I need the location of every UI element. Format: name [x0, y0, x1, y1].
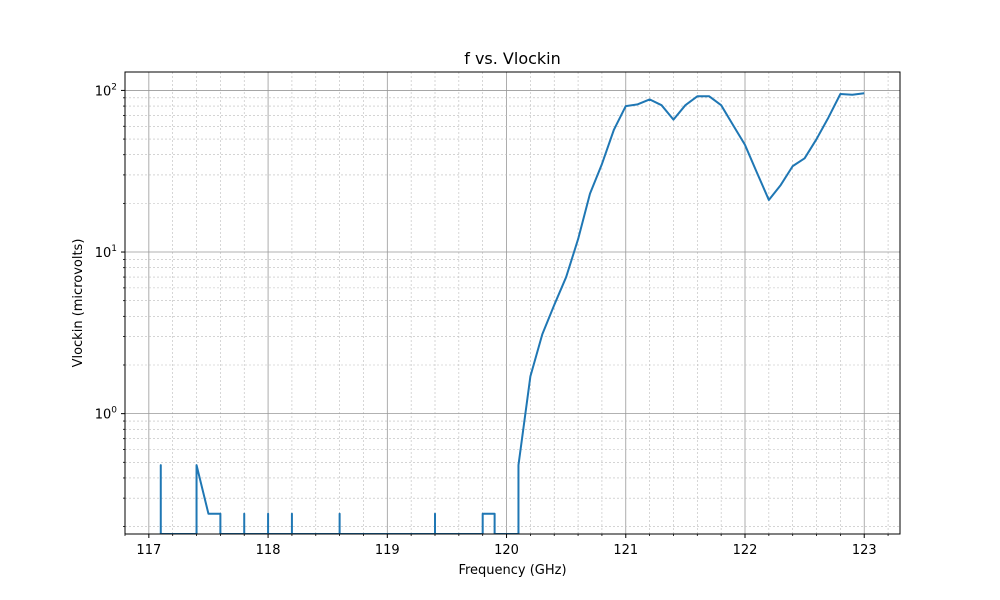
x-tick-label: 118 [256, 543, 281, 558]
x-axis-label: Frequency (GHz) [458, 563, 566, 578]
y-axis-label: Vlockin (microvolts) [71, 239, 86, 368]
x-tick-label: 122 [733, 543, 758, 558]
y-tick-label: 102 [95, 82, 117, 99]
x-tick-label: 121 [613, 543, 638, 558]
grid [124, 72, 900, 534]
series-layer [159, 92, 865, 534]
plot-frame [124, 71, 901, 535]
x-tick-label: 119 [375, 543, 400, 558]
y-tick-label: 100 [95, 406, 118, 423]
x-tick-label: 123 [852, 543, 877, 558]
x-tick-label: 117 [136, 543, 161, 558]
y-tick-label: 101 [95, 244, 117, 261]
series-line [159, 92, 865, 534]
ticks: 117 118 119 120 121 122 123 100 101 102 [95, 82, 889, 558]
chart-title: f vs. Vlockin [464, 49, 561, 68]
x-tick-label: 120 [494, 543, 519, 558]
